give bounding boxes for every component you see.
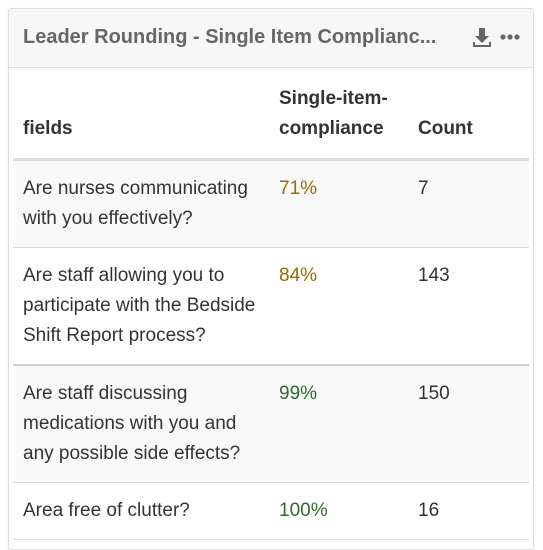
count-cell: 7 (408, 159, 529, 248)
compliance-table-container: fields Single-item-compliance Count Are … (13, 68, 531, 540)
table-row: Are staff discussing medications with yo… (13, 365, 529, 483)
field-cell: Are staff allowing you to participate wi… (13, 247, 269, 366)
count-cell: 16 (408, 482, 529, 540)
table-row: Are staff allowing you to participate wi… (13, 247, 529, 366)
table-header-row: fields Single-item-compliance Count (13, 68, 529, 161)
count-cell: 150 (408, 365, 529, 483)
column-header-compliance[interactable]: Single-item-compliance (269, 68, 408, 161)
card-header: Leader Rounding - Single Item Complianc.… (9, 9, 533, 68)
count-cell: 143 (408, 247, 529, 366)
field-cell: Are staff discussing medications with yo… (13, 365, 269, 483)
column-header-fields[interactable]: fields (13, 68, 269, 161)
column-header-count[interactable]: Count (408, 68, 529, 161)
compliance-cell: 84% (269, 247, 408, 366)
compliance-cell: 71% (269, 159, 408, 248)
compliance-cell: 99% (269, 365, 408, 483)
widget-card: Leader Rounding - Single Item Complianc.… (8, 8, 534, 550)
field-cell: Are nurses communicating with you effect… (13, 159, 269, 248)
download-icon[interactable] (471, 26, 493, 50)
card-title: Leader Rounding - Single Item Complianc.… (23, 26, 437, 48)
more-horizontal-icon[interactable] (499, 27, 521, 47)
compliance-cell: 100% (269, 482, 408, 540)
compliance-table: fields Single-item-compliance Count Are … (13, 68, 529, 540)
table-row: Area free of clutter? 100% 16 (13, 482, 529, 540)
table-row: Are nurses communicating with you effect… (13, 159, 529, 248)
field-cell: Area free of clutter? (13, 482, 269, 540)
